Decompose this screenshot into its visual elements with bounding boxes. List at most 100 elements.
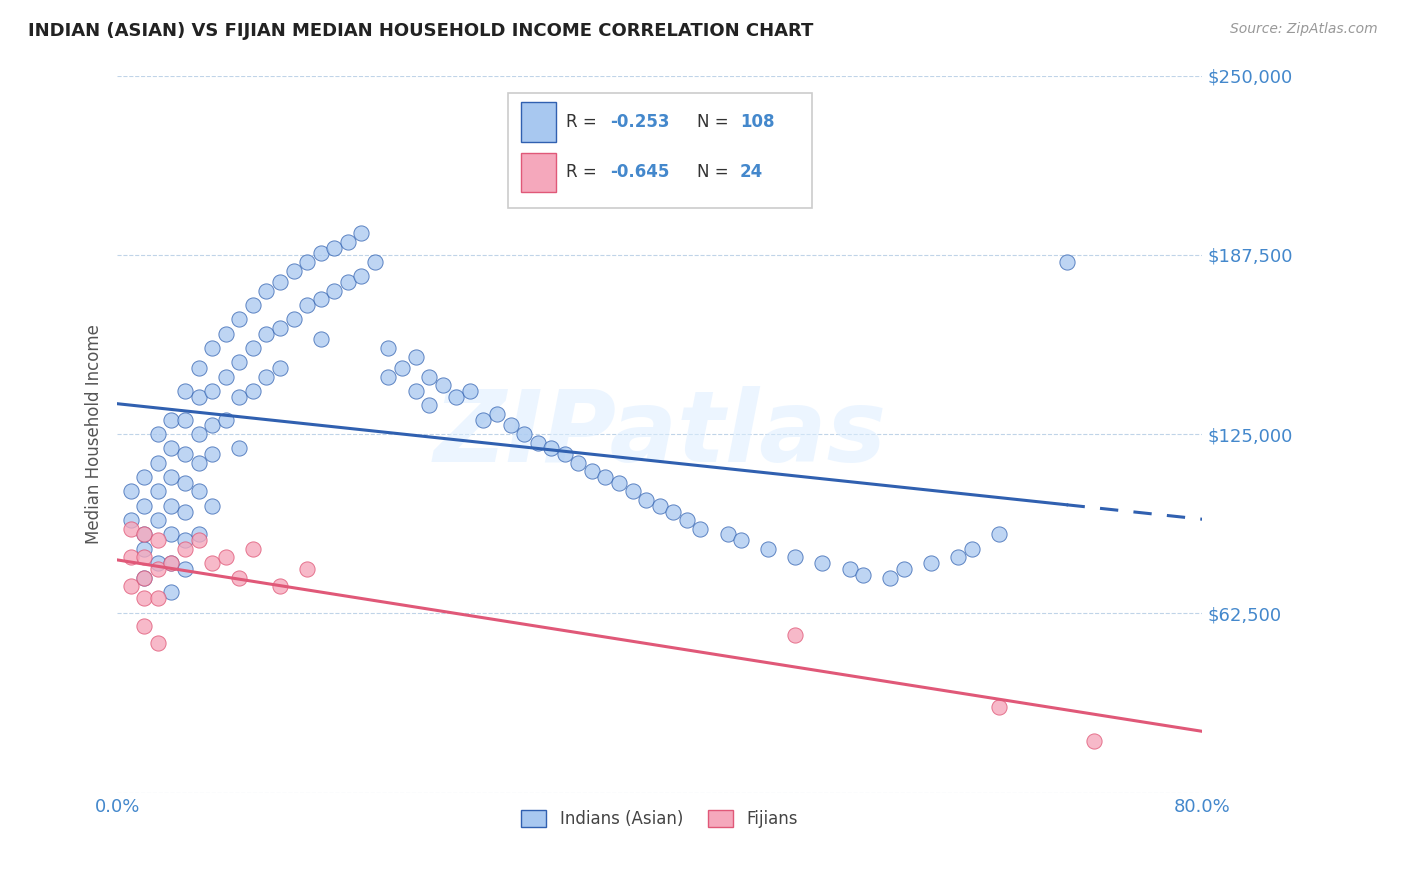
FancyBboxPatch shape (508, 94, 811, 208)
Point (323, 241, 346, 255)
Point (581, 464, 603, 478)
Point (146, 456, 169, 470)
Legend: Indians (Asian), Fijians: Indians (Asian), Fijians (515, 803, 804, 835)
Point (160, 556, 183, 570)
Point (201, 556, 224, 570)
Point (146, 556, 169, 570)
Point (120, 513, 142, 527)
Point (187, 456, 209, 470)
Point (174, 475, 197, 490)
Point (323, 284, 346, 298)
Point (242, 541, 264, 556)
Point (134, 570, 156, 584)
Point (595, 470, 617, 484)
Point (201, 447, 224, 461)
Text: R =: R = (567, 163, 602, 181)
Point (485, 407, 508, 421)
Point (526, 435, 548, 450)
Point (187, 427, 209, 442)
Point (283, 312, 305, 326)
Point (174, 541, 197, 556)
Text: Source: ZipAtlas.com: Source: ZipAtlas.com (1230, 22, 1378, 37)
Text: N =: N = (696, 163, 734, 181)
Point (987, 699, 1010, 714)
Point (648, 499, 671, 513)
Point (513, 427, 536, 442)
Point (120, 522, 142, 536)
Point (174, 562, 197, 576)
Point (621, 484, 644, 499)
Point (228, 390, 250, 404)
Point (146, 427, 169, 442)
Point (134, 619, 156, 633)
Point (1083, 734, 1105, 748)
Point (675, 513, 697, 527)
Point (134, 570, 156, 584)
Point (254, 369, 277, 384)
Point (350, 269, 373, 284)
Point (215, 413, 238, 427)
Point (160, 442, 183, 456)
Point (283, 263, 305, 277)
Point (187, 484, 209, 499)
Point (269, 321, 291, 335)
Point (228, 570, 250, 584)
Point (146, 562, 169, 576)
Point (134, 541, 156, 556)
Point (960, 541, 983, 556)
Point (146, 533, 169, 548)
Text: -0.253: -0.253 (610, 113, 669, 131)
Point (187, 390, 209, 404)
Text: 108: 108 (740, 113, 775, 131)
Point (785, 550, 807, 565)
Point (201, 341, 224, 355)
Point (187, 527, 209, 541)
Point (336, 235, 359, 249)
Point (146, 591, 169, 605)
Point (269, 275, 291, 289)
Point (377, 369, 399, 384)
Point (160, 527, 183, 541)
Point (838, 562, 860, 576)
Point (146, 513, 169, 527)
Text: R =: R = (567, 113, 602, 131)
Text: INDIAN (ASIAN) VS FIJIAN MEDIAN HOUSEHOLD INCOME CORRELATION CHART: INDIAN (ASIAN) VS FIJIAN MEDIAN HOUSEHOL… (28, 22, 814, 40)
Point (418, 369, 440, 384)
Point (350, 227, 373, 241)
Point (879, 570, 901, 584)
Point (134, 550, 156, 565)
Point (160, 470, 183, 484)
Point (174, 413, 197, 427)
Point (811, 556, 834, 570)
Point (120, 579, 142, 593)
Point (120, 484, 142, 499)
Point (228, 442, 250, 456)
Point (228, 355, 250, 369)
Point (418, 398, 440, 412)
Point (458, 384, 481, 398)
Point (336, 275, 359, 289)
Point (309, 246, 332, 260)
Point (730, 533, 752, 548)
Point (1056, 255, 1078, 269)
Point (174, 447, 197, 461)
Point (446, 390, 468, 404)
Point (716, 527, 738, 541)
Point (174, 384, 197, 398)
Point (364, 255, 387, 269)
Point (242, 341, 264, 355)
Point (309, 333, 332, 347)
Point (554, 447, 576, 461)
Point (215, 326, 238, 341)
Point (242, 384, 264, 398)
Text: -0.645: -0.645 (610, 163, 669, 181)
Point (134, 499, 156, 513)
Point (120, 550, 142, 565)
Point (201, 418, 224, 433)
Point (201, 499, 224, 513)
Point (377, 341, 399, 355)
Point (254, 284, 277, 298)
Point (756, 541, 779, 556)
Point (472, 413, 495, 427)
Y-axis label: Median Household Income: Median Household Income (86, 324, 103, 544)
